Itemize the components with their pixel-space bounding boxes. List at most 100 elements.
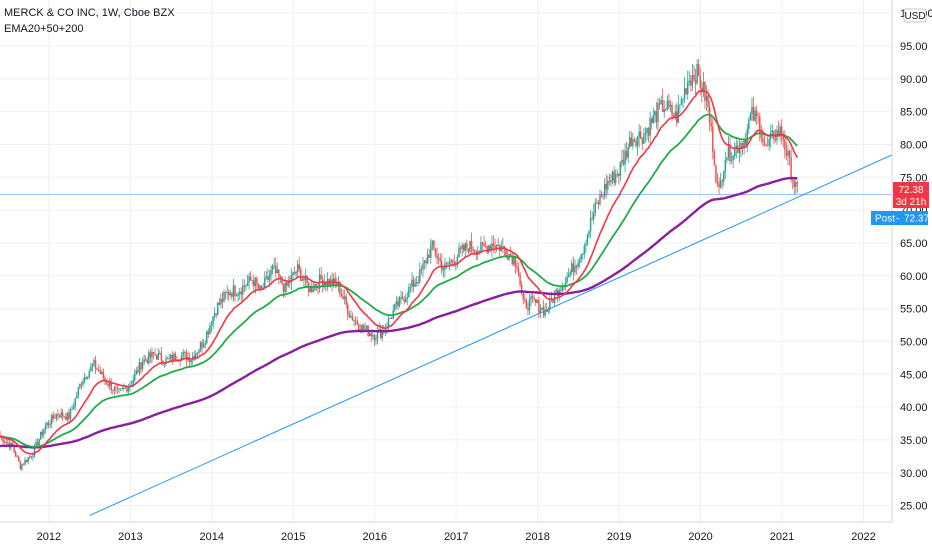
candle-body [582,254,584,256]
candle-body [284,282,286,293]
candle-body [423,260,426,264]
candle-body [417,282,420,283]
candle-body [719,180,722,188]
candle-body [696,63,698,84]
candle-body [643,134,645,144]
candle-body [243,285,246,287]
candle-body [0,434,1,437]
candle-body [669,104,672,107]
candle-body [412,279,415,287]
candle-body [434,248,437,256]
candle-body [29,456,31,458]
candle-body [365,325,368,330]
candle-body [133,373,136,380]
candle-body [54,418,56,419]
candle-body [790,156,792,180]
candle-body [199,342,202,351]
symbol-title[interactable]: MERCK & CO INC, 1W, Cboe BZX [4,7,175,19]
candle-body [347,304,349,315]
candle-body [641,138,644,144]
candle-body [575,265,578,267]
candle-body [730,160,733,162]
indicator-legend[interactable]: EMA20+50+200 [4,23,84,35]
price-axis-bg[interactable] [892,0,932,522]
candle-body [765,145,767,147]
candle-body [572,263,575,273]
price-tick-label: 85.00 [900,107,928,119]
candle-body [49,423,51,425]
candle-body [607,180,609,190]
candle-body [356,320,358,325]
candle-body [212,316,214,326]
candle-body [300,269,302,281]
price-tick-label: 45.00 [900,369,928,381]
candle-body [105,380,108,384]
candle-body [157,353,159,360]
candle-body [668,100,670,107]
candle-body [591,218,593,220]
candle-body [426,254,429,264]
candle-body [583,246,586,255]
candle-body [450,259,452,263]
candle-body [748,120,750,130]
candle-body [439,258,441,262]
candle-body [223,292,225,302]
candle-body [578,259,581,263]
candle-body [422,263,424,270]
candle-body [406,297,409,299]
post-price: 72.37 [904,214,929,225]
candle-body [270,269,272,276]
candle-body [348,314,351,318]
candle-body [303,279,305,281]
candle-body [282,284,285,293]
candle-body [420,269,423,271]
candle-body [72,406,75,409]
candle-body [505,249,507,257]
candle-body [430,245,432,258]
candle-body [148,352,150,364]
price-tick-label: 75.00 [900,172,928,184]
candle-body [492,243,495,247]
candle-body [2,437,4,443]
candle-body [411,279,413,287]
time-axis-bg[interactable] [0,522,932,550]
candle-body [373,335,376,341]
candle-body [18,456,20,462]
candle-body [395,301,398,305]
price-tick-label: 80.00 [900,139,928,151]
time-axis[interactable]: 2012 2013 2014 2015 2016 2017 2018 2019 2020 2021… [37,531,876,543]
currency-label: USD [904,11,925,22]
candle-body [586,234,589,245]
candle-body [596,202,598,204]
candle-body [652,115,655,123]
candle-body [569,272,571,275]
candle-body [547,309,550,312]
candle-body [763,141,766,146]
currency-box[interactable] [903,8,927,23]
candle-body [727,143,730,158]
candle-body [603,183,606,197]
candle-body [415,282,418,284]
ema200-line [0,176,798,449]
candle-body [409,286,412,288]
post-dash: - [896,214,899,225]
candle-body [585,244,587,247]
candle-body [436,255,438,259]
candle-body [619,162,622,176]
candle-body [647,128,650,136]
candle-body [339,281,341,295]
candle-body [27,457,29,462]
candle-body [431,240,434,246]
candle-body [494,246,496,248]
trendline[interactable] [89,154,893,516]
candle-body [729,143,731,162]
candle-body [132,379,134,385]
candle-body [785,149,788,156]
candle-body [242,285,244,295]
price-tick-label: 40.00 [900,402,928,414]
candle-body [528,298,531,311]
price-tick-label: 65.00 [900,238,928,250]
candle-body [635,141,637,146]
candle-body [83,377,86,382]
